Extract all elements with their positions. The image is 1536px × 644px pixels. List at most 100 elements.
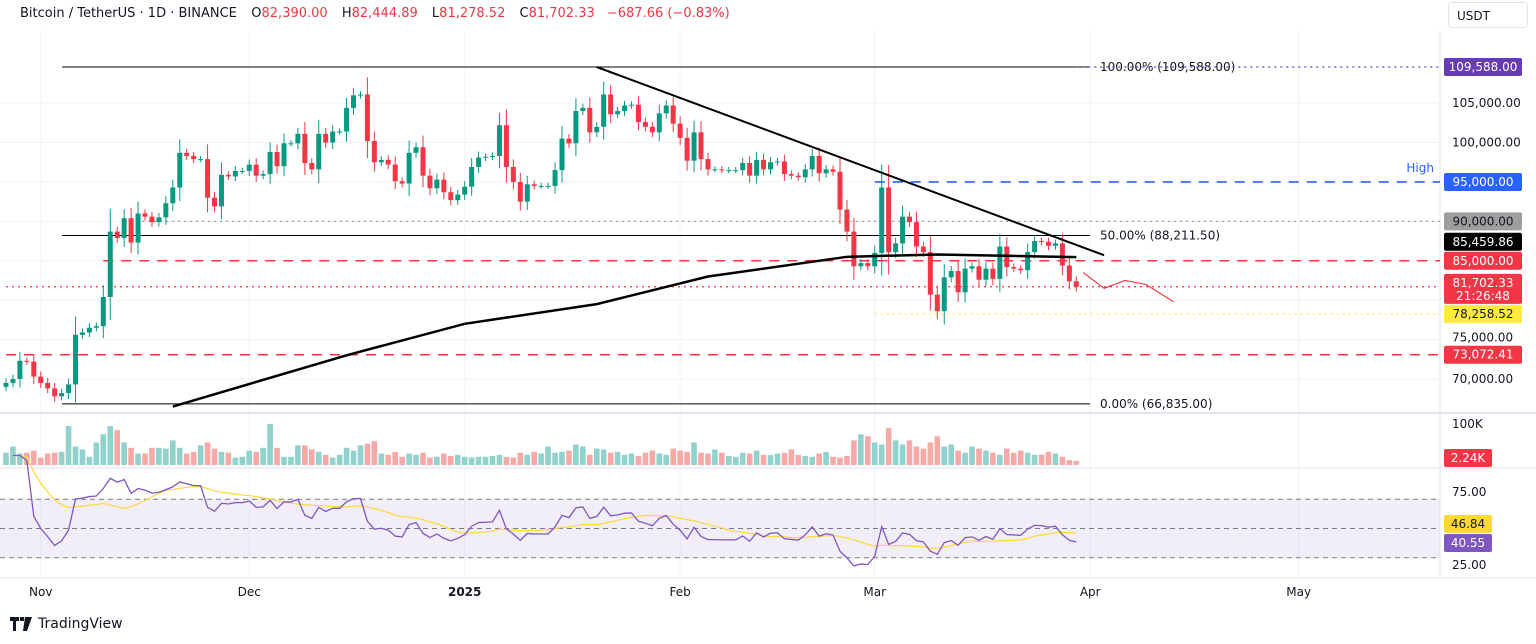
symbol-title[interactable]: Bitcoin / TetherUS · 1D · BINANCE: [20, 6, 237, 21]
volume-bar: [37, 457, 44, 465]
volume-bar: [878, 444, 885, 465]
candle-body: [31, 361, 37, 377]
volume-bar: [211, 448, 218, 465]
high-value: 82,444.89: [351, 6, 418, 21]
volume-bar: [510, 457, 517, 465]
candle-body: [371, 140, 377, 163]
candle-body: [100, 297, 106, 327]
volume-bar: [239, 456, 246, 465]
candle-body: [281, 143, 287, 167]
candle-body: [761, 159, 767, 170]
volume-bar: [607, 452, 614, 465]
candle-body: [1073, 281, 1079, 287]
candle-body: [1066, 265, 1072, 282]
volume-bar: [232, 457, 239, 465]
volume-bar: [976, 448, 982, 465]
price-tick-label: 75,000.00: [1452, 331, 1513, 345]
candle-body: [239, 170, 245, 172]
volume-bar: [86, 456, 93, 465]
candle-body: [900, 216, 906, 244]
volume-bar: [1073, 460, 1080, 465]
volume-bar: [760, 454, 767, 465]
volume-bar: [496, 454, 503, 465]
volume-bar: [17, 453, 23, 465]
volume-bar: [121, 442, 127, 465]
volume-bar: [156, 447, 162, 465]
volume-bar: [176, 447, 183, 465]
candle-body: [469, 166, 475, 187]
volume-bar: [614, 451, 621, 465]
candle-body: [851, 231, 857, 267]
volume-bar: [107, 426, 114, 465]
candle-body: [198, 159, 204, 161]
candle-body: [1046, 241, 1051, 246]
candle-body: [253, 164, 259, 176]
volume-bar: [454, 454, 461, 465]
price-label-box: [1444, 232, 1522, 251]
candle-body: [788, 174, 794, 176]
volume-bar: [531, 451, 537, 465]
volume-bar: [1017, 450, 1024, 465]
volume-bar: [503, 456, 510, 465]
volume-bar: [246, 450, 253, 465]
candle-body: [490, 155, 495, 157]
volume-bar: [746, 453, 753, 465]
candle-body: [552, 170, 558, 186]
candle-body: [816, 155, 822, 174]
volume-bar: [1059, 456, 1066, 465]
candle-body: [364, 94, 370, 141]
candle-body: [573, 111, 579, 144]
volume-bar: [1038, 454, 1045, 465]
volume-axis-label: 100K: [1452, 417, 1484, 431]
candle-body: [719, 169, 725, 171]
tradingview-logo[interactable]: TradingView: [10, 616, 123, 632]
candle-body: [448, 192, 454, 201]
candle-body: [232, 170, 238, 177]
candle-body: [948, 270, 954, 278]
candle-body: [927, 252, 933, 295]
candle-body: [170, 187, 176, 204]
volume-bar: [628, 453, 635, 465]
candle-body: [698, 132, 704, 160]
candle-body: [378, 159, 384, 163]
volume-bar: [183, 453, 190, 465]
candle-body: [462, 186, 468, 195]
volume-bar: [65, 426, 72, 465]
candle-body: [1011, 267, 1017, 269]
countdown-label: 21:26:48: [1456, 289, 1510, 303]
candle-body: [483, 156, 489, 158]
candle-body: [768, 162, 773, 170]
volume-bar: [684, 451, 690, 465]
volume-bar: [24, 452, 30, 465]
volume-bar: [649, 450, 656, 465]
candle-body: [1059, 243, 1065, 266]
fib-level-label: 0.00% (66,835.00): [1100, 397, 1212, 411]
candle-body: [531, 184, 537, 186]
volume-bar: [545, 446, 551, 465]
volume-bar: [288, 456, 294, 465]
currency-button[interactable]: USDT: [1448, 2, 1528, 28]
volume-bar: [656, 453, 663, 465]
volume-bar: [739, 452, 746, 465]
candle-body: [73, 334, 78, 385]
volume-bar: [3, 452, 9, 465]
volume-bar: [809, 456, 815, 465]
price-chart[interactable]: 100.00% (109,588.00)50.00% (88,211.50)0.…: [0, 0, 1536, 610]
volume-bar: [163, 448, 169, 465]
candle-body: [823, 169, 829, 174]
candle-body: [726, 170, 732, 172]
candle-body: [267, 152, 273, 175]
volume-bar: [865, 436, 871, 465]
volume-bar: [670, 448, 676, 465]
volume-bar: [906, 440, 913, 465]
candle-body: [38, 376, 44, 383]
volume-bar: [788, 449, 795, 465]
candle-body: [705, 159, 711, 170]
candle-body: [351, 95, 356, 108]
time-tick-label: May: [1286, 585, 1311, 599]
candle-body: [357, 94, 363, 96]
volume-bar: [920, 448, 927, 465]
time-tick-label: Apr: [1080, 585, 1101, 599]
volume-bar: [58, 451, 65, 465]
volume-bar: [482, 456, 489, 465]
